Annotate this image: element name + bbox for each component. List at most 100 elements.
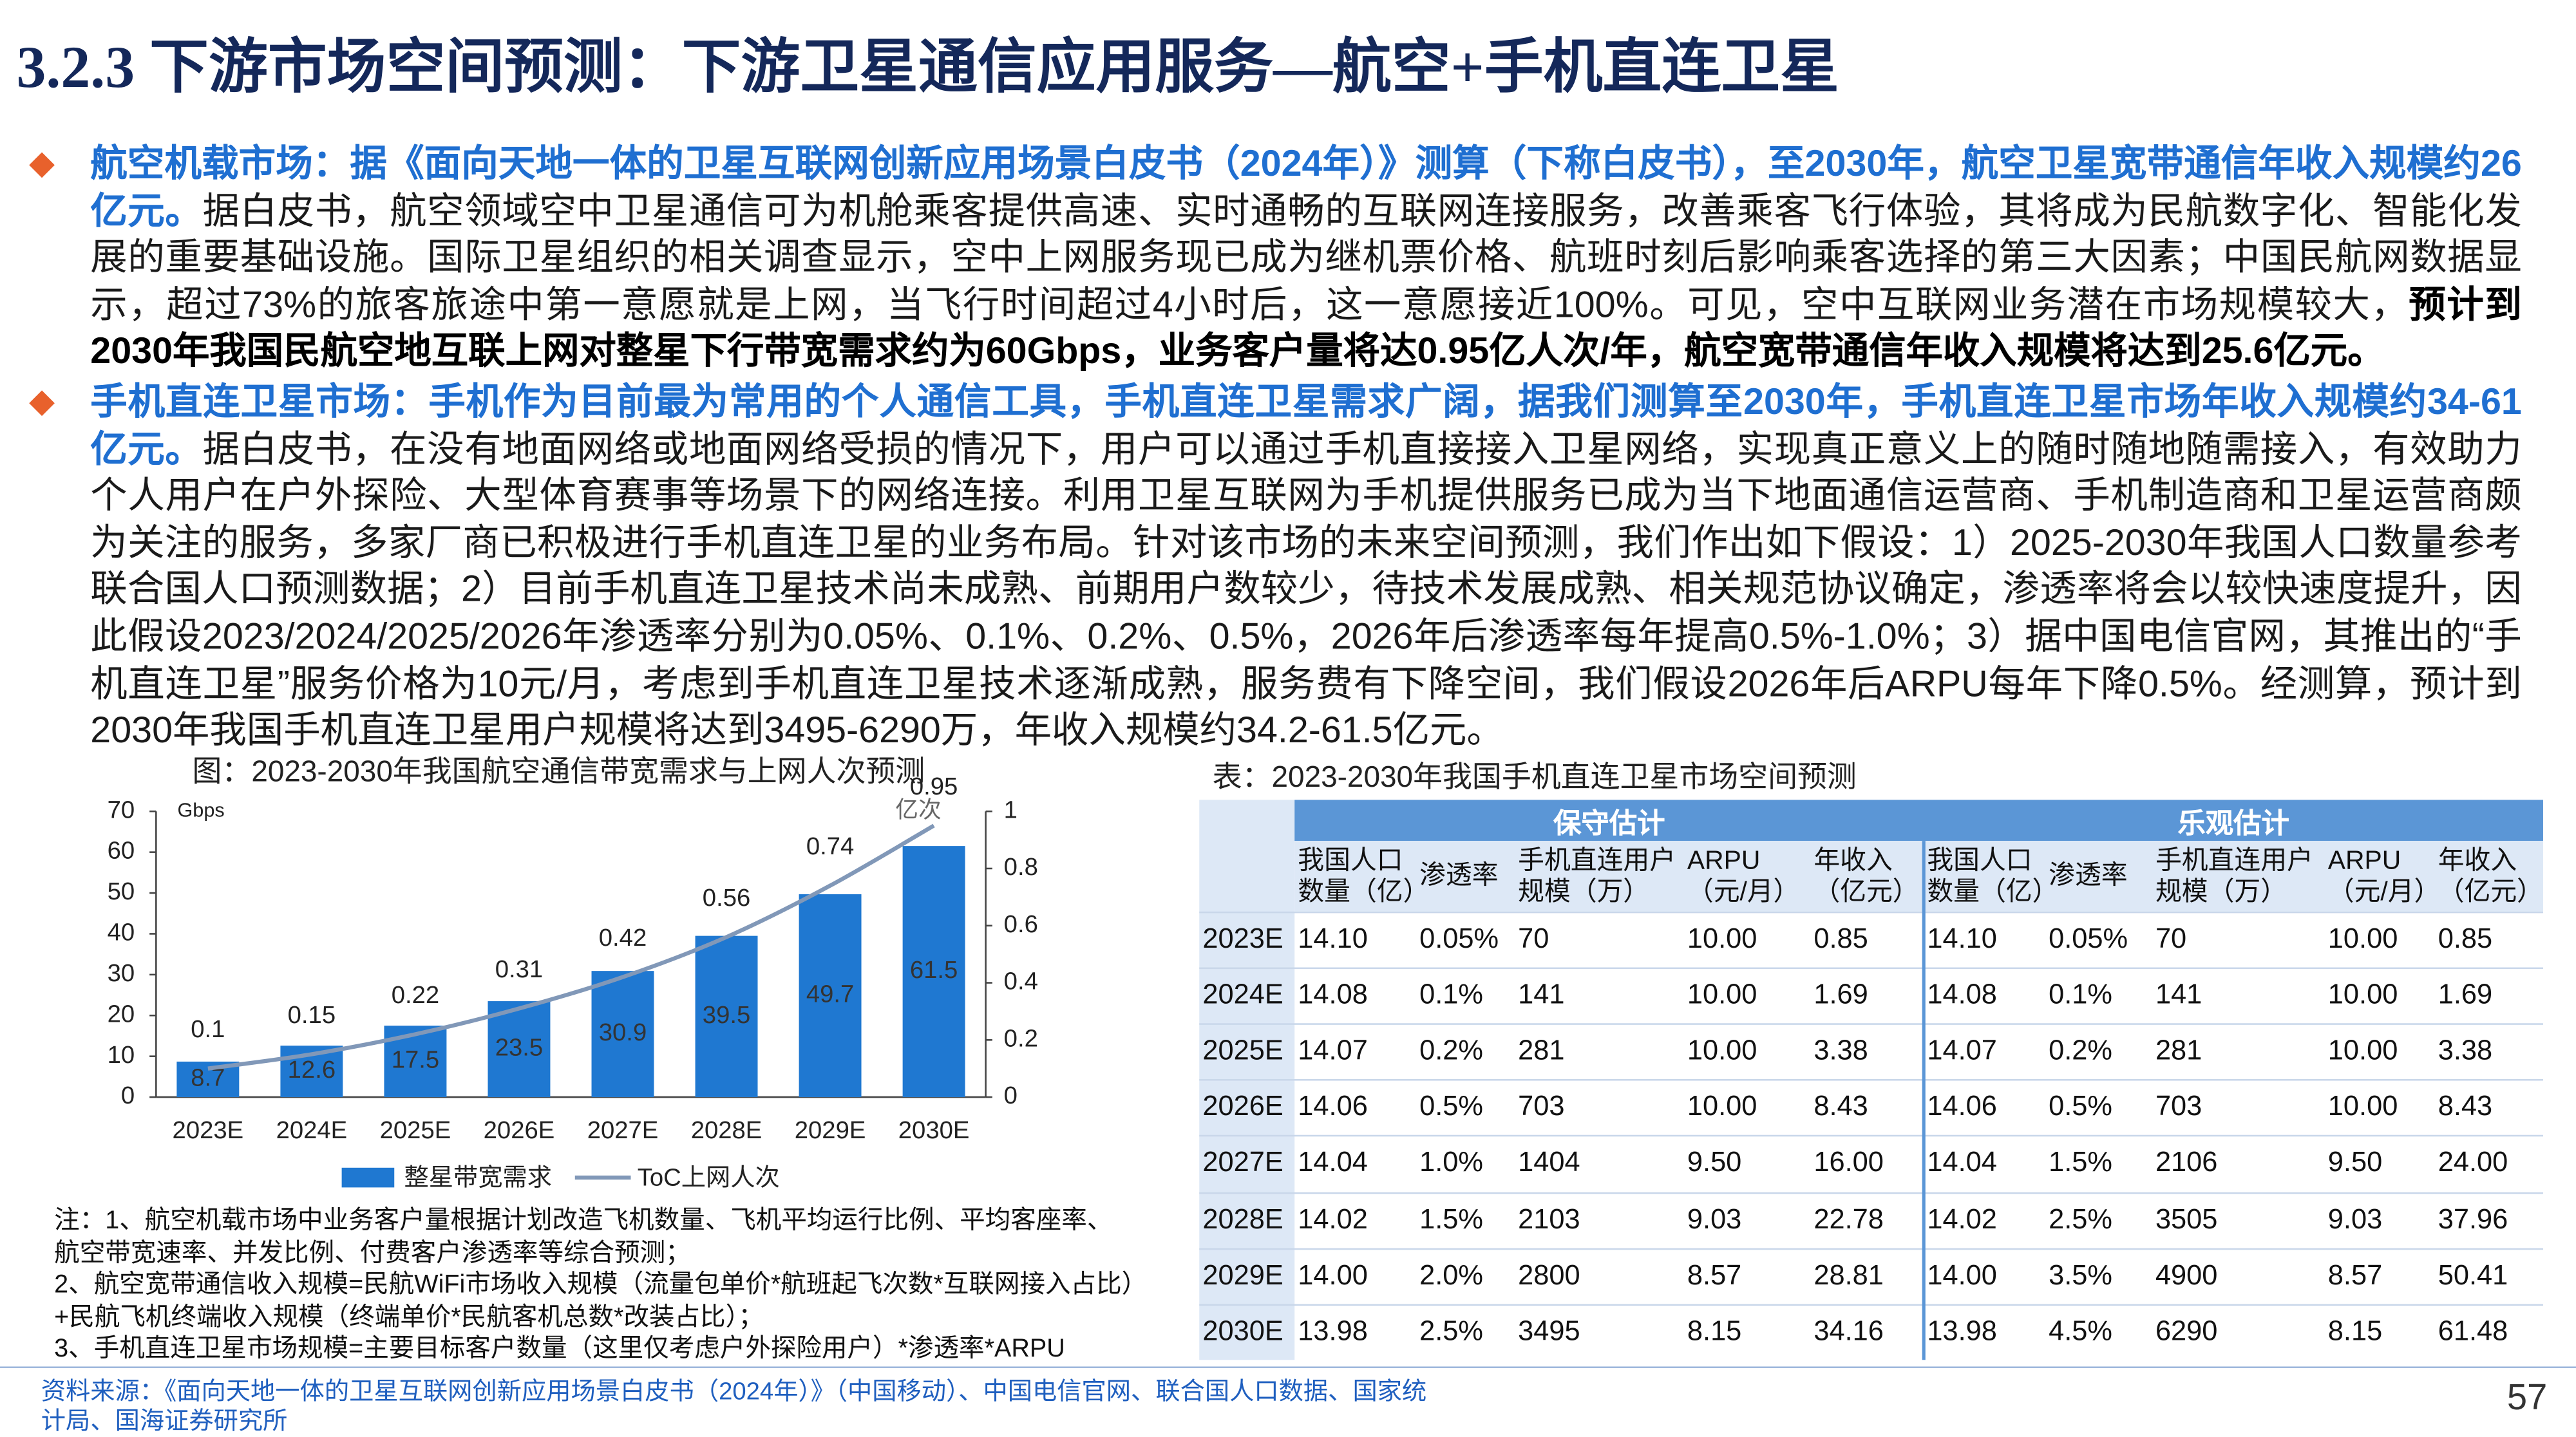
table-cell: 34.16 bbox=[1814, 1315, 1884, 1347]
bar-value-label: 23.5 bbox=[495, 1034, 543, 1062]
row-label: 2025E bbox=[1202, 1035, 1283, 1067]
source-line: 资料来源：《面向天地一体的卫星互联网创新应用场景白皮书（2024年）》（中国移动… bbox=[41, 1378, 1427, 1406]
table-subheader-bg bbox=[1294, 841, 2543, 912]
table-cell: 0.1% bbox=[2049, 979, 2112, 1011]
table-cell: 14.02 bbox=[1298, 1203, 1368, 1235]
bar-value-label: 49.7 bbox=[806, 981, 854, 1008]
table-cell: 24.00 bbox=[2438, 1147, 2508, 1179]
table-cell: 10.00 bbox=[2327, 979, 2398, 1011]
table-cell: 0.1% bbox=[1419, 979, 1483, 1011]
table-cell: 281 bbox=[1518, 1035, 1565, 1067]
row-label: 2023E bbox=[1202, 923, 1283, 955]
page-number: 57 bbox=[2506, 1376, 2548, 1418]
chart-title: 图：2023-2030年我国航空通信带宽需求与上网人次预测 bbox=[193, 755, 925, 788]
table-cell: 14.00 bbox=[1298, 1259, 1368, 1291]
table-cell: 0.5% bbox=[1419, 1091, 1483, 1123]
y2-axis-label: 亿次 bbox=[895, 797, 941, 823]
table-cell: 10.00 bbox=[2327, 1091, 2398, 1123]
table-cell: 2.0% bbox=[1419, 1259, 1483, 1291]
y-tick-label: 10 bbox=[108, 1041, 135, 1069]
x-tick-label: 2028E bbox=[691, 1116, 762, 1144]
row-label: 2027E bbox=[1202, 1147, 1283, 1179]
x-tick-label: 2024E bbox=[276, 1116, 348, 1144]
legend-label: 整星带宽需求 bbox=[404, 1164, 553, 1192]
table-cell: 9.50 bbox=[1687, 1147, 1742, 1179]
line-value-label: 0.1 bbox=[191, 1015, 225, 1043]
table-cell: 10.00 bbox=[2327, 923, 2398, 955]
y2-tick-label: 0 bbox=[1004, 1082, 1018, 1109]
note-line: 航空带宽速率、并发比例、付费客户渗透率等综合预测； bbox=[54, 1239, 691, 1268]
column-header: ARPU （元/月） bbox=[2325, 841, 2441, 912]
lead-text: 航空机载市场：据《面向天地一体的卫星互联网创新应用场景白皮书（2024年）》测算… bbox=[90, 142, 2522, 231]
bar-value-label: 61.5 bbox=[910, 956, 958, 984]
table-cell: 2.5% bbox=[2049, 1203, 2112, 1235]
table-cell: 1.5% bbox=[2049, 1147, 2112, 1179]
table-header-bg bbox=[1294, 800, 2543, 841]
table-cell: 14.08 bbox=[1927, 979, 1997, 1011]
table-cell: 10.00 bbox=[2327, 1035, 2398, 1067]
footer-rule bbox=[0, 1366, 2576, 1368]
y-tick-label: 40 bbox=[108, 919, 135, 946]
table-cell: 14.04 bbox=[1927, 1147, 1997, 1179]
group-header: 乐观估计 bbox=[2177, 808, 2289, 840]
source-line: 计局、国海证券研究所 bbox=[41, 1407, 288, 1436]
x-tick-label: 2027E bbox=[587, 1116, 659, 1144]
row-rule bbox=[1199, 1191, 2543, 1194]
table-cell: 70 bbox=[2155, 923, 2187, 955]
x-tick-label: 2025E bbox=[380, 1116, 451, 1144]
bar bbox=[488, 1001, 551, 1098]
table-cell: 14.06 bbox=[1298, 1091, 1368, 1123]
table-cell: 3.38 bbox=[2438, 1035, 2493, 1067]
bar-value-label: 17.5 bbox=[392, 1046, 439, 1074]
table-cell: 10.00 bbox=[1687, 923, 1757, 955]
x-tick-label: 2030E bbox=[898, 1116, 970, 1144]
table-cell: 14.08 bbox=[1298, 979, 1368, 1011]
table-cell: 14.07 bbox=[1298, 1035, 1368, 1067]
table-cell: 13.98 bbox=[1927, 1315, 1997, 1347]
table-cell: 70 bbox=[1518, 923, 1549, 955]
x-tick-label: 2026E bbox=[484, 1116, 555, 1144]
note-line: 注：1、航空机载市场中业务客户量根据计划改造飞机数量、飞机平均运行比例、平均客座… bbox=[54, 1207, 1113, 1235]
table-cell: 14.00 bbox=[1927, 1259, 1997, 1291]
bar-value-label: 12.6 bbox=[288, 1056, 336, 1084]
column-header: 我国人口 数量（亿） bbox=[1294, 841, 1429, 912]
column-header-line: 我国人口 bbox=[1298, 847, 1403, 876]
table-cell: 4900 bbox=[2155, 1259, 2218, 1291]
table-cell: 3.5% bbox=[2049, 1259, 2112, 1291]
row-rule bbox=[1199, 1135, 2543, 1138]
table-cell: 4.5% bbox=[2049, 1315, 2112, 1347]
line-value-label: 0.74 bbox=[806, 832, 854, 860]
line-value-label: 0.95 bbox=[910, 773, 958, 800]
table-cell: 37.96 bbox=[2438, 1203, 2508, 1235]
row-rule bbox=[1199, 1303, 2543, 1306]
body-text: 据白皮书，在没有地面网络或地面网络受损的情况下，用户可以通过手机直接接入卫星网络… bbox=[90, 427, 2522, 751]
table-cell: 8.57 bbox=[1687, 1259, 1742, 1291]
table-cell: 14.10 bbox=[1927, 923, 1997, 955]
y-tick-label: 30 bbox=[108, 959, 135, 987]
table-cell: 8.15 bbox=[2327, 1315, 2383, 1347]
table-cell: 8.57 bbox=[2327, 1259, 2383, 1291]
column-header: 手机直连用户 规模（万） bbox=[2152, 841, 2325, 912]
chart: 图：2023-2030年我国航空通信带宽需求与上网人次预测 0102030405… bbox=[108, 755, 1038, 1192]
table-cell: 0.2% bbox=[1419, 1035, 1483, 1067]
table-cell: 0.2% bbox=[2049, 1035, 2112, 1067]
table-cell: 14.02 bbox=[1927, 1203, 1997, 1235]
table-cell: 3.38 bbox=[1814, 1035, 1868, 1067]
table-cell: 14.07 bbox=[1927, 1035, 1997, 1067]
table-cell: 14.06 bbox=[1927, 1091, 1997, 1123]
y2-tick-label: 0.2 bbox=[1004, 1024, 1038, 1052]
table-cell: 2103 bbox=[1518, 1203, 1580, 1235]
x-tick-label: 2029E bbox=[795, 1116, 866, 1144]
y2-tick-label: 0.6 bbox=[1004, 910, 1038, 938]
note-line: +民航飞机终端收入规模（终端单价*民航客机总数*改装占比）； bbox=[54, 1303, 764, 1332]
legend-swatch bbox=[341, 1167, 395, 1188]
table-cell: 8.43 bbox=[2438, 1091, 2493, 1123]
line-value-label: 0.15 bbox=[288, 1001, 336, 1029]
column-header-line: 规模（万） bbox=[1518, 878, 1650, 907]
table-cell: 1404 bbox=[1518, 1147, 1580, 1179]
row-label: 2029E bbox=[1202, 1259, 1283, 1291]
line-value-label: 0.56 bbox=[703, 884, 750, 912]
bar-value-label: 39.5 bbox=[703, 1001, 750, 1029]
